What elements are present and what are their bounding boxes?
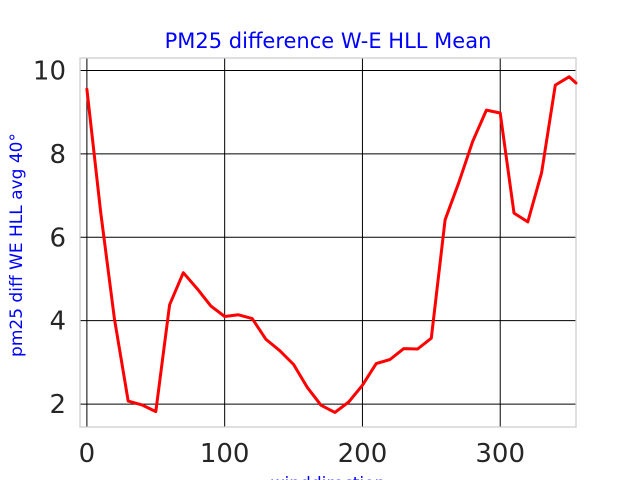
y-tick-label: 8 bbox=[49, 140, 66, 170]
tick-labels: 0 100 200 300 2 4 6 8 10 bbox=[33, 57, 525, 469]
plot-frame bbox=[79, 57, 577, 428]
grid bbox=[80, 58, 576, 427]
y-axis-label: pm25 diff WE HLL avg 40° bbox=[7, 133, 27, 357]
y-tick-label: 4 bbox=[49, 307, 66, 337]
y-tick-label: 10 bbox=[33, 57, 66, 87]
y-tick-label: 2 bbox=[49, 390, 66, 420]
x-axis-label: winddirection bbox=[271, 474, 386, 480]
chart-title: PM25 difference W-E HLL Mean bbox=[165, 29, 492, 53]
pm25-diff-series-line bbox=[85, 75, 578, 414]
x-tick-label: 300 bbox=[475, 439, 525, 469]
x-tick-label: 100 bbox=[200, 439, 250, 469]
y-tick-label: 6 bbox=[49, 223, 66, 253]
x-tick-label: 200 bbox=[338, 439, 388, 469]
x-tick-label: 0 bbox=[79, 439, 96, 469]
